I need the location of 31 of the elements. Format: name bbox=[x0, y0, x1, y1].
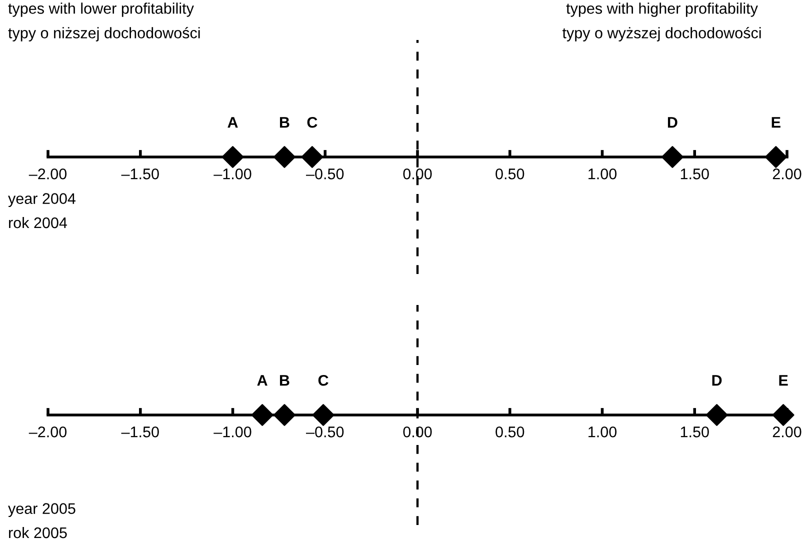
x-tick-label: –1.50 bbox=[121, 168, 159, 180]
x-tick-label: –2.00 bbox=[28, 168, 67, 180]
series-label: D bbox=[668, 117, 678, 128]
annotation: year 2004 rok 2004 bbox=[8, 193, 76, 228]
x-tick-label: 1.00 bbox=[588, 426, 617, 438]
series-label: E bbox=[772, 117, 780, 128]
x-tick-label: 0.50 bbox=[496, 168, 524, 180]
annotation: year 2005 rok 2005 bbox=[8, 503, 76, 538]
x-tick-label: 2.00 bbox=[772, 168, 802, 180]
annotation: types with lower profitability typy o niższej dochodowości bbox=[8, 2, 200, 42]
x-tick-label: –1.00 bbox=[214, 168, 252, 180]
x-tick-label: 1.50 bbox=[680, 168, 709, 180]
x-tick-label: –0.50 bbox=[306, 426, 344, 438]
x-tick-label: –1.50 bbox=[121, 426, 159, 438]
series-label: C bbox=[307, 116, 318, 128]
x-tick-label: 1.50 bbox=[680, 426, 709, 438]
series-label: B bbox=[280, 375, 290, 386]
x-tick-label: 0.00 bbox=[403, 168, 432, 180]
x-tick-label: 0.50 bbox=[496, 426, 524, 438]
series-label: E bbox=[779, 375, 788, 386]
x-tick-label: –2.00 bbox=[28, 426, 67, 438]
series-label: A bbox=[228, 117, 238, 128]
x-tick-label: –1.00 bbox=[214, 426, 252, 438]
series-label: B bbox=[280, 117, 290, 128]
x-tick-label: –0.50 bbox=[306, 168, 344, 180]
series-label: D bbox=[712, 375, 722, 386]
series-label: C bbox=[318, 374, 328, 386]
series-label: A bbox=[257, 375, 268, 386]
x-tick-label: 2.00 bbox=[772, 426, 802, 438]
annotation: types with higher profitability typy o wyższej dochodowości bbox=[562, 2, 761, 42]
x-tick-label: 1.00 bbox=[588, 168, 617, 180]
